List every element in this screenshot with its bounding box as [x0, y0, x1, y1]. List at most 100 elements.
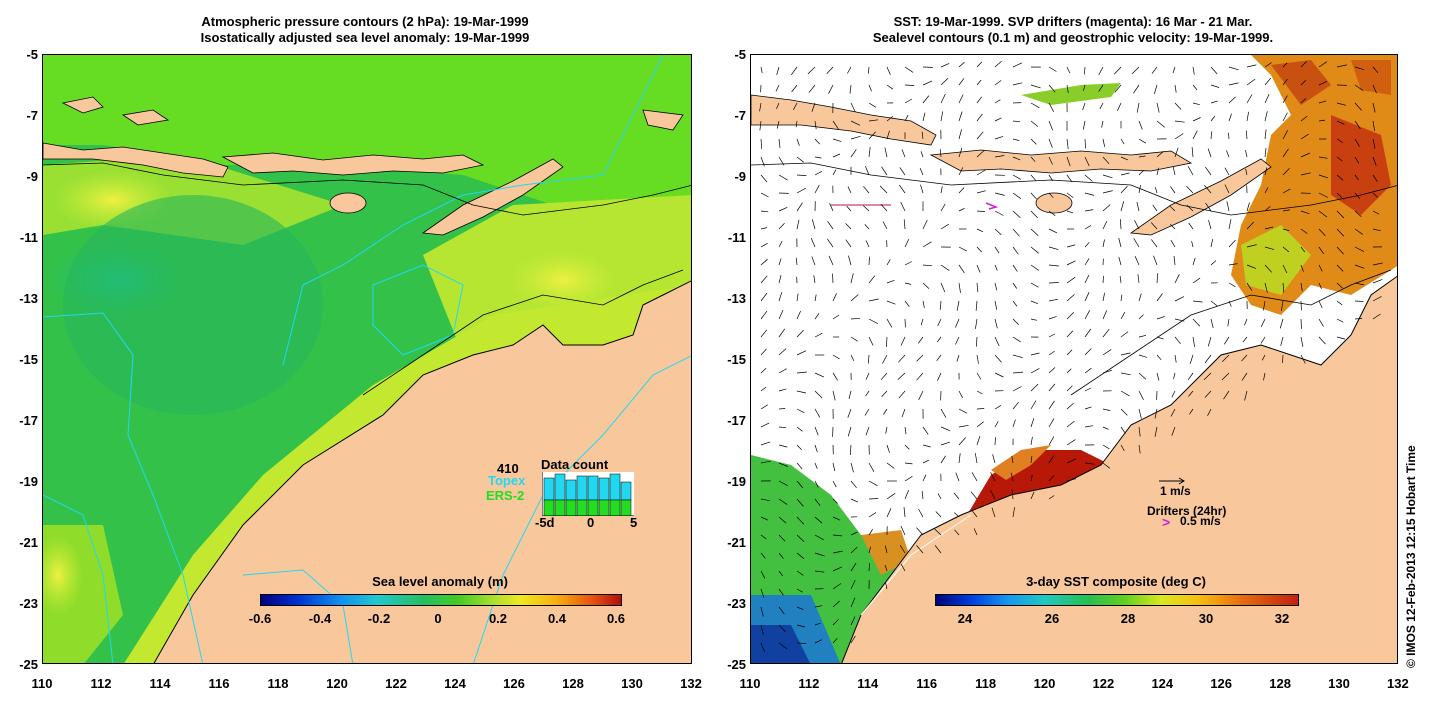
velocity-vector [1264, 206, 1271, 212]
velocity-vector [994, 405, 1002, 410]
velocity-vector [827, 238, 834, 248]
velocity-vector [814, 605, 823, 608]
velocity-vector [1030, 138, 1037, 145]
velocity-vector [778, 552, 784, 559]
velocity-vector [1120, 331, 1129, 338]
velocity-vector [994, 117, 1002, 122]
velocity-vector [994, 354, 1002, 363]
velocity-vector [1066, 277, 1076, 284]
velocity-vector [1187, 166, 1194, 176]
velocity-vector [882, 221, 888, 230]
velocity-vector [796, 390, 807, 394]
velocity-vector [864, 224, 870, 230]
velocity-vector [1170, 223, 1176, 230]
velocity-vector [832, 566, 843, 572]
velocity-vector [850, 120, 861, 126]
velocity-vector [1066, 138, 1069, 149]
velocity-vector [776, 102, 780, 110]
velocity-vector [796, 310, 801, 320]
velocity-vector [1012, 507, 1015, 518]
velocity-vector [1150, 222, 1158, 230]
velocity-vector [976, 190, 986, 194]
velocity-vector [921, 490, 924, 500]
velocity-vector [868, 480, 878, 487]
velocity-vector [958, 111, 963, 122]
velocity-vector [1102, 292, 1105, 302]
velocity-vector [850, 562, 857, 572]
velocity-vector [796, 570, 804, 576]
velocity-vector [1066, 368, 1072, 374]
velocity-vector [814, 184, 820, 194]
velocity-vector [1318, 192, 1329, 198]
velocity-vector [1102, 220, 1108, 230]
velocity-vector [865, 390, 870, 397]
velocity-vector [1012, 318, 1019, 326]
velocity-vector [1282, 264, 1288, 274]
velocity-vector [901, 149, 906, 158]
velocity-vector [994, 421, 999, 428]
velocity-vector [1138, 426, 1141, 437]
velocity-vector [832, 390, 836, 401]
velocity-vector [1210, 100, 1218, 104]
velocity-vector [1260, 318, 1266, 327]
velocity-vector [976, 96, 982, 104]
velocity-vector [865, 165, 870, 176]
velocity-vector [814, 534, 824, 541]
velocity-vector [778, 138, 781, 148]
velocity-vector [1153, 255, 1158, 266]
velocity-vector [1354, 138, 1360, 147]
velocity-vector [832, 534, 843, 537]
velocity-vector [956, 354, 960, 362]
velocity-vector [1171, 426, 1176, 436]
velocity-vector [1102, 239, 1105, 248]
velocity-vector [778, 588, 784, 596]
velocity-vector [814, 332, 823, 338]
velocity-vector [1048, 120, 1054, 131]
velocity-vector [1066, 66, 1071, 74]
velocity-vector [850, 579, 856, 590]
velocity-vector [1011, 489, 1014, 500]
right-x-tick-label: 124 [1151, 676, 1174, 691]
velocity-vector [904, 300, 910, 307]
velocity-vector [760, 460, 771, 464]
velocity-vector [1084, 66, 1086, 75]
velocity-vector [850, 546, 858, 554]
right-x-tick-label: 110 [739, 676, 761, 691]
velocity-vector [1300, 98, 1307, 104]
velocity-vector [1138, 444, 1141, 454]
velocity-vector [1120, 426, 1126, 434]
right-y-tick-label: -5 [734, 47, 746, 62]
velocity-vector [1282, 246, 1290, 253]
velocity-vector [976, 354, 979, 364]
velocity-vector [1102, 369, 1113, 374]
velocity-vector [1192, 336, 1195, 347]
velocity-vector [884, 147, 888, 158]
velocity-vector [1172, 166, 1176, 176]
velocity-vector [885, 581, 888, 590]
velocity-vector [760, 348, 767, 356]
velocity-vector [1156, 120, 1165, 128]
velocity-vector [955, 318, 960, 328]
velocity-vector [760, 66, 763, 74]
velocity-vector [814, 170, 823, 176]
sst-map [751, 55, 1397, 663]
velocity-vector [795, 120, 798, 128]
velocity-vector [922, 282, 930, 289]
velocity-vector [1264, 246, 1275, 250]
velocity-vector [991, 507, 996, 518]
velocity-vector [1191, 241, 1194, 248]
velocity-vector [1282, 282, 1285, 293]
velocity-vector [1188, 390, 1194, 397]
velocity-vector [778, 388, 787, 392]
velocity-vector [1120, 156, 1128, 161]
data-count-histogram [542, 472, 634, 516]
velocity-vector [1300, 246, 1306, 253]
velocity-vector [1136, 102, 1140, 113]
velocity-vector [1117, 102, 1122, 111]
right-colorbar [935, 594, 1299, 606]
velocity-vector [1030, 400, 1037, 410]
left-title-line2: Isostatically adjusted sea level anomaly… [200, 30, 530, 45]
velocity-vector [760, 227, 768, 230]
velocity-vector [994, 437, 996, 446]
velocity-vector [846, 66, 852, 74]
